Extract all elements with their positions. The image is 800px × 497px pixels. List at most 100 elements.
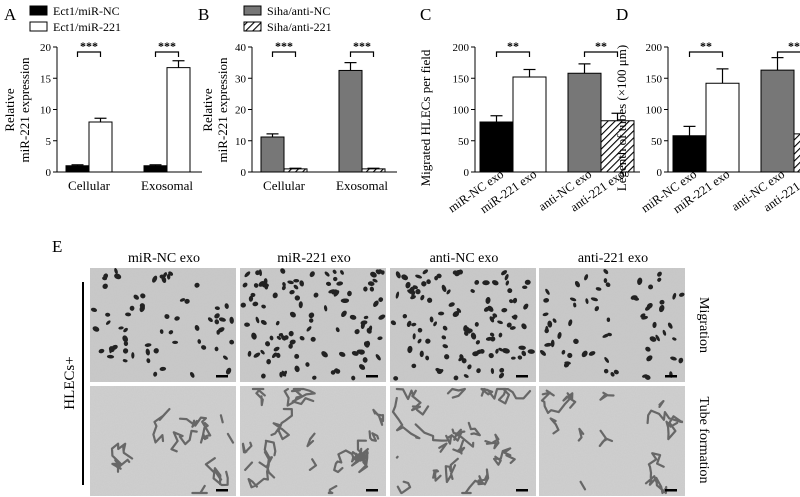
y-tick-label: 150 (646, 73, 663, 85)
y-tick-label: 100 (453, 105, 470, 117)
cell-mark (229, 339, 235, 345)
cell-mark (363, 315, 369, 320)
cell-mark (309, 271, 315, 278)
cell-mark (584, 274, 589, 281)
cell-mark (253, 352, 261, 358)
bar (600, 120, 635, 173)
cell-mark (248, 295, 254, 302)
cell-mark (289, 339, 296, 345)
cell-mark (293, 278, 300, 283)
cell-mark (372, 278, 378, 283)
cell-mark (260, 349, 265, 355)
y-tick-label: 50 (458, 136, 470, 148)
cell-mark (419, 350, 424, 358)
cell-mark (335, 327, 340, 333)
cell-mark (527, 349, 535, 354)
cell-mark (581, 350, 588, 358)
cell-mark (179, 298, 186, 302)
cell-mark (122, 335, 128, 343)
cell-mark (255, 270, 261, 276)
cell-mark (507, 288, 513, 294)
cell-mark (194, 282, 200, 288)
cell-mark (422, 269, 429, 275)
cell-mark (244, 271, 251, 278)
cell-mark (139, 304, 145, 313)
cell-mark (367, 281, 375, 287)
cell-mark (410, 295, 416, 300)
cell-mark (544, 342, 552, 347)
cell-mark (261, 283, 269, 288)
significance-bracket (688, 51, 724, 57)
cell-mark (412, 333, 416, 340)
cell-mark (474, 280, 480, 285)
cell-mark (436, 273, 442, 279)
cell-mark (670, 356, 677, 361)
cell-mark (426, 279, 431, 285)
group-label: HLECs+ (62, 356, 78, 409)
cell-mark (153, 371, 158, 377)
cell-mark (405, 281, 411, 289)
cell-mark (415, 289, 421, 295)
cell-mark (308, 318, 314, 323)
y-tick-label: 100 (646, 105, 663, 117)
cell-mark (108, 346, 115, 353)
scale-bar (216, 375, 228, 378)
cell-mark (260, 319, 267, 325)
cell-mark (401, 274, 409, 281)
significance-bracket (154, 51, 180, 57)
cell-mark (333, 290, 340, 297)
y-axis-label: Legenth of tubes (×100 μm) (614, 45, 629, 191)
column-header: anti-NC exo (430, 251, 499, 266)
cell-mark (184, 298, 190, 304)
cell-mark (594, 306, 600, 312)
cell-mark (610, 372, 615, 377)
cell-mark (275, 352, 281, 358)
cell-mark (281, 285, 286, 291)
cell-mark (491, 280, 499, 286)
cell-mark (351, 350, 359, 356)
cell-mark (373, 300, 379, 308)
cell-mark (325, 281, 332, 286)
cell-mark (402, 313, 408, 319)
cell-mark (498, 347, 504, 352)
cell-mark (265, 341, 271, 347)
significance-bracket (776, 51, 800, 57)
cell-mark (321, 351, 328, 358)
cell-mark (652, 321, 657, 329)
column-header: anti-221 exo (578, 251, 648, 266)
cell-mark (289, 311, 296, 318)
cell-mark (637, 277, 643, 286)
cell-mark (427, 297, 433, 303)
cell-mark (459, 354, 464, 360)
bar (512, 76, 547, 173)
cell-mark (310, 336, 316, 342)
y-tick-label: 0 (464, 167, 470, 179)
cell-mark (368, 325, 373, 333)
cell-mark (363, 286, 368, 292)
cell-mark (463, 374, 469, 378)
scale-bar (366, 375, 378, 378)
cell-mark (474, 322, 479, 327)
cell-mark (159, 366, 167, 371)
cell-mark (585, 298, 589, 304)
cell-mark (140, 293, 146, 299)
cell-mark (640, 313, 646, 318)
y-tick-label: 0 (657, 167, 663, 179)
cell-mark (517, 355, 523, 360)
cell-mark (511, 315, 517, 320)
cell-mark (490, 316, 496, 321)
cell-mark (489, 332, 495, 337)
cell-mark (312, 375, 317, 380)
cell-mark (98, 348, 105, 354)
cell-mark (378, 297, 384, 302)
cell-mark (244, 322, 250, 327)
cell-mark (354, 329, 360, 335)
cell-mark (273, 346, 280, 352)
cell-mark (475, 340, 480, 345)
cell-mark (288, 330, 294, 337)
cell-mark (433, 321, 438, 327)
cell-mark (313, 292, 319, 298)
cell-mark (269, 335, 274, 341)
cell-mark (442, 344, 449, 349)
cell-mark (282, 282, 286, 287)
